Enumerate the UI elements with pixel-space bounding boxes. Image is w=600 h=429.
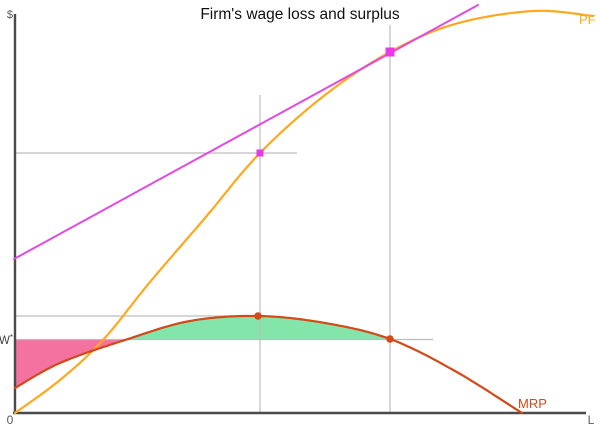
- pf-point-L1: [256, 149, 264, 157]
- axes-layer: [13, 14, 586, 415]
- origin-zero-label: 0: [7, 413, 14, 427]
- surplus-region: [125, 316, 390, 340]
- y-axis-dollar-label: $: [7, 9, 13, 21]
- pf-curve-label: PF: [579, 12, 596, 27]
- pf-tangency-point-L2: [385, 47, 395, 57]
- chart-title: Firm's wage loss and surplus: [200, 6, 400, 23]
- mrp-wage-point-L2: [386, 335, 394, 343]
- reference-lines-layer: [15, 25, 433, 413]
- wage-level-label: W*: [0, 333, 13, 347]
- mrp-curve-label: MRP: [518, 396, 547, 411]
- shaded-regions-layer: [15, 316, 390, 388]
- markers-layer: [254, 47, 395, 343]
- x-axis-l-label: L: [588, 413, 595, 427]
- curves-layer: [13, 4, 595, 415]
- mrp-peak-point: [254, 312, 262, 320]
- wage-tangent-line-curve: [13, 4, 479, 260]
- wage-loss-region: [15, 339, 125, 388]
